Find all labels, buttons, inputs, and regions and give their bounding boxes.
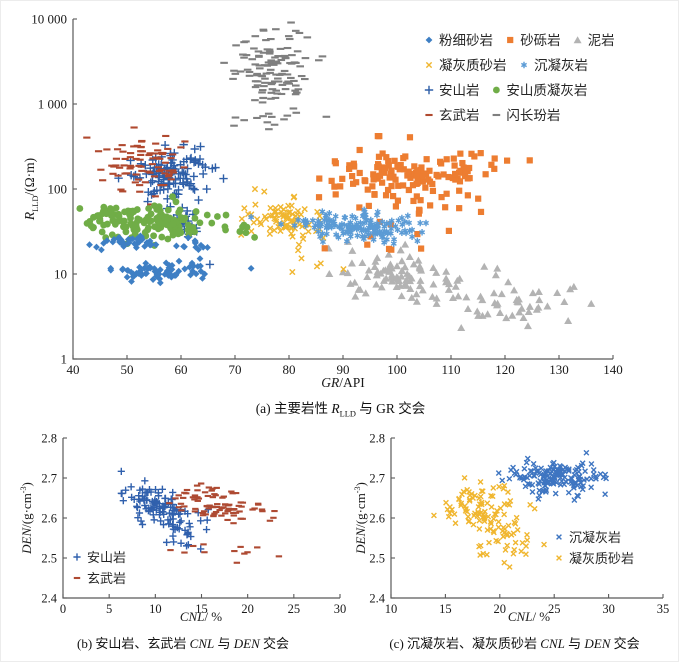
svg-text:5: 5	[106, 602, 112, 616]
svg-text:凝灰质砂岩: 凝灰质砂岩	[439, 58, 507, 73]
svg-text:10: 10	[54, 267, 67, 282]
svg-text:30: 30	[334, 602, 347, 616]
chart-c-caption: (c) 沉凝灰岩、凝灰质砂岩 CNL 与 DEN 交会	[389, 636, 640, 651]
series-沉凝灰岩	[248, 206, 429, 247]
svg-text:2.7: 2.7	[369, 472, 385, 486]
svg-text:10: 10	[149, 602, 162, 616]
svg-text:130: 130	[549, 362, 569, 377]
svg-text:凝灰质砂岩: 凝灰质砂岩	[569, 551, 634, 566]
svg-text:20: 20	[241, 602, 254, 616]
svg-text:10 000: 10 000	[31, 12, 67, 27]
series-安山岩	[114, 140, 228, 269]
series-粉细砂岩	[86, 232, 255, 287]
series-泥岩	[324, 237, 596, 331]
svg-text:砂砾岩: 砂砾岩	[520, 33, 561, 48]
axes: 10 15 20 25 30 35 2.4 2.5 2.6 2.7 2.8	[369, 432, 669, 617]
svg-text:1 000: 1 000	[38, 97, 67, 112]
chart-b-caption: (b) 安山岩、玄武岩 CNL 与 DEN 交会	[76, 636, 290, 651]
svg-text:泥岩: 泥岩	[588, 33, 615, 48]
chart-b-x-axis-label: CNL/ %	[179, 609, 223, 624]
svg-text:110: 110	[441, 362, 460, 377]
svg-text:100: 100	[48, 182, 68, 197]
svg-text:2.4: 2.4	[369, 592, 385, 606]
svg-text:70: 70	[229, 362, 242, 377]
chart-a-x-axis-label: GR/API	[321, 375, 365, 390]
svg-text:80: 80	[283, 362, 296, 377]
svg-text:玄武岩: 玄武岩	[87, 571, 126, 586]
svg-text:2.8: 2.8	[369, 432, 385, 446]
svg-text:粉细砂岩: 粉细砂岩	[439, 33, 493, 48]
svg-text:20: 20	[494, 602, 507, 616]
series-玄武岩	[83, 126, 189, 206]
chart-c-x-axis-label: CNL/ %	[507, 609, 551, 624]
svg-text:25: 25	[288, 602, 301, 616]
chart-a-y-axis-label: RLLD/(Ω·m)	[22, 157, 40, 221]
chart-b-y-axis-label: DEN/(g·cm-3)	[18, 482, 35, 554]
chart-a-caption: (a) 主要岩性 RLLD 与 GR 交会	[255, 401, 426, 419]
svg-text:90: 90	[337, 362, 350, 377]
series-玄武岩	[166, 482, 283, 564]
svg-text:2.6: 2.6	[41, 512, 57, 526]
svg-text:140: 140	[603, 362, 623, 377]
svg-text:安山岩: 安山岩	[439, 83, 480, 98]
svg-text:0: 0	[60, 602, 66, 616]
series-安山岩	[117, 467, 212, 553]
svg-text:15: 15	[439, 602, 452, 616]
svg-text:100: 100	[387, 362, 407, 377]
svg-text:2.5: 2.5	[369, 552, 385, 566]
svg-text:沉凝灰岩: 沉凝灰岩	[534, 58, 588, 73]
svg-text:2.4: 2.4	[41, 592, 57, 606]
svg-text:35: 35	[657, 602, 670, 616]
svg-text:闪长玢岩: 闪长玢岩	[506, 108, 560, 123]
series-闪长玢岩	[220, 21, 331, 131]
svg-text:50: 50	[121, 362, 134, 377]
svg-text:15: 15	[195, 602, 208, 616]
svg-text:安山质凝灰岩: 安山质凝灰岩	[506, 83, 587, 98]
series-沉凝灰岩	[495, 449, 610, 503]
chart-c-block: 10 15 20 25 30 35 2.4 2.5 2.6 2.7 2.8 沉凝灰岩凝灰质砂岩 DEN…	[349, 425, 678, 657]
series-凝灰质砂岩	[238, 185, 347, 276]
chart-b-block: 0 5 10 15 20 25 30 2.4 2.5 2.6 2.7 2.8 安山岩玄武岩 DEN/(g…	[15, 425, 351, 657]
svg-text:25: 25	[548, 602, 561, 616]
svg-text:2.7: 2.7	[41, 472, 57, 486]
svg-text:沉凝灰岩: 沉凝灰岩	[569, 530, 621, 545]
series-凝灰质砂岩	[431, 474, 547, 570]
chart-a-block: 40 50 60 70 80 90 100 110 120 130 140 1 10 100 1 000 10…	[1, 1, 678, 419]
svg-text:2.5: 2.5	[41, 552, 57, 566]
svg-text:2.8: 2.8	[41, 432, 57, 446]
svg-text:玄武岩: 玄武岩	[439, 107, 480, 123]
svg-text:10: 10	[385, 602, 398, 616]
chart-c-y-axis-label: DEN/(g·cm-3)	[352, 482, 369, 554]
svg-text:120: 120	[495, 362, 515, 377]
axes: 0 5 10 15 20 25 30 2.4 2.5 2.6 2.7 2.8	[41, 432, 346, 617]
svg-text:安山岩: 安山岩	[87, 550, 126, 565]
svg-text:2.6: 2.6	[369, 512, 385, 526]
svg-text:40: 40	[67, 362, 80, 377]
svg-text:1: 1	[61, 352, 68, 367]
svg-text:30: 30	[602, 602, 615, 616]
svg-text:60: 60	[175, 362, 188, 377]
